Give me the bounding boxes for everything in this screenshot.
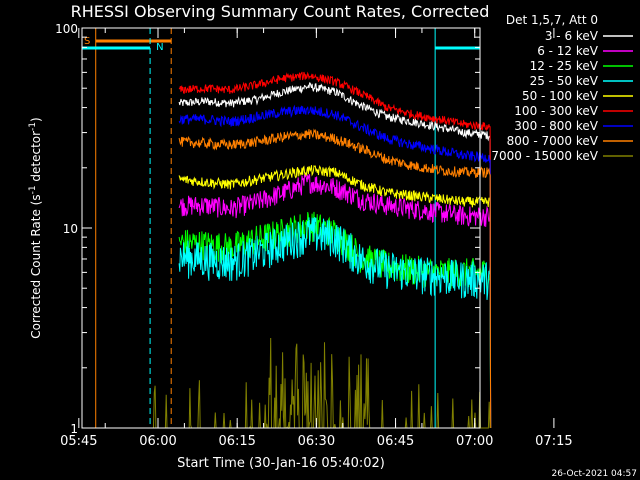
series-12-25-kev: [178, 211, 492, 429]
saa-label: S: [84, 36, 90, 47]
x-tick-label: 07:00: [456, 434, 493, 449]
legend-label: 100 - 300 keV: [514, 104, 598, 118]
legend-label: 3 - 6 keV: [545, 29, 599, 43]
timestamp: 26-Oct-2021 04:57: [552, 469, 637, 479]
series-3-6-kev: [178, 82, 492, 429]
series-800-7000-kev: [178, 128, 492, 429]
axes: 1 10 100 05:45 06:00 06:15 06:30 06:45 07:00 07:1…: [55, 22, 573, 449]
series-50-100-kev: [178, 165, 492, 429]
x-tick-label: 07:15: [535, 434, 572, 449]
series-7000-15000-kev: [152, 337, 491, 430]
legend-label: 12 - 25 keV: [530, 59, 599, 73]
series-6-12-kev: [178, 173, 492, 429]
series-300-800-kev: [178, 104, 492, 429]
series-25-50-kev: [178, 217, 492, 429]
y-tick-label: 100: [55, 22, 78, 36]
chart-title: RHESSI Observing Summary Count Rates, Co…: [71, 2, 490, 21]
y-axis-label: Corrected Count Rate (s-1 detector-1): [28, 117, 43, 338]
observing-markers: SN: [82, 28, 480, 428]
legend-label: 50 - 100 keV: [522, 89, 599, 103]
x-tick-label: 06:00: [139, 434, 176, 449]
x-tick-label: 05:45: [60, 434, 97, 449]
legend-label: 7000 - 15000 keV: [491, 149, 598, 163]
y-tick-label: 1: [70, 422, 78, 436]
x-axis-label: Start Time (30-Jan-16 05:40:02): [177, 456, 385, 471]
x-tick-label: 06:15: [218, 434, 255, 449]
legend-label: 800 - 7000 keV: [507, 134, 599, 148]
x-tick-label: 06:30: [298, 434, 335, 449]
legend-label: 300 - 800 keV: [514, 119, 598, 133]
legend-label: 6 - 12 keV: [537, 44, 599, 58]
series-group: [152, 71, 492, 430]
legend-label: 25 - 50 keV: [530, 74, 599, 88]
legend-header: Det 1,5,7, Att 0: [506, 13, 598, 27]
x-tick-label: 06:45: [377, 434, 414, 449]
night-label: N: [156, 42, 163, 53]
y-tick-label: 10: [63, 222, 78, 236]
series-100-300-kev: [178, 71, 492, 429]
